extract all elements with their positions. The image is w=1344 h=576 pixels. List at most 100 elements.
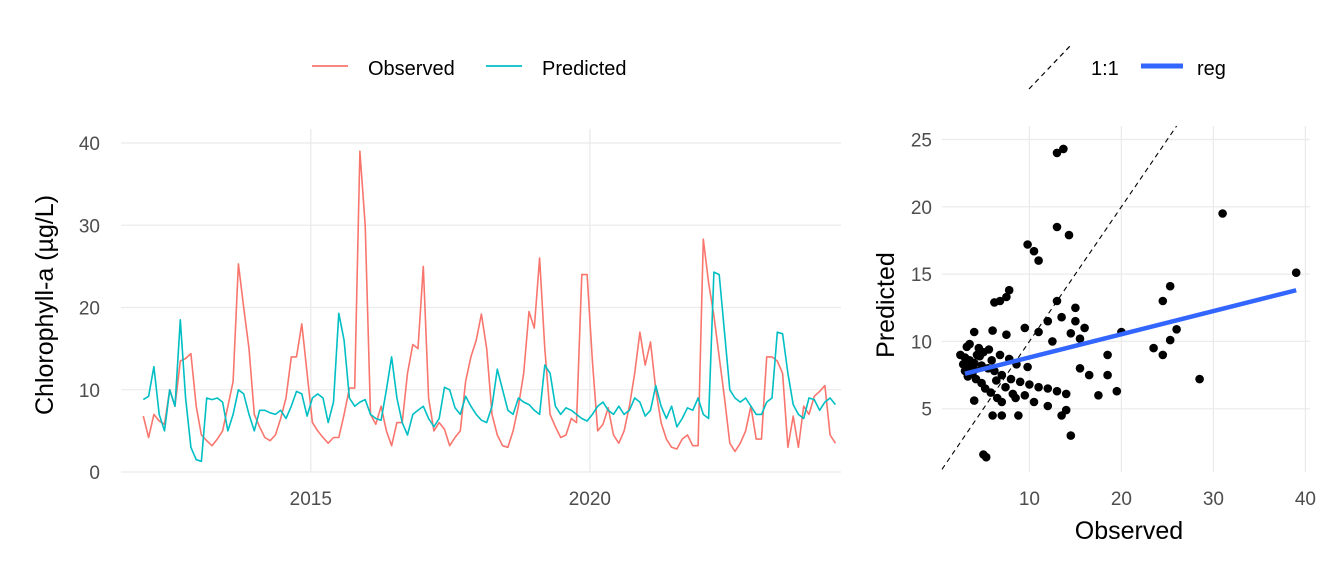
scatter-point bbox=[987, 356, 996, 365]
scatter-y-tick-label: 20 bbox=[911, 198, 932, 219]
scatter-point bbox=[1057, 411, 1066, 420]
scatter-point bbox=[1008, 389, 1018, 399]
scatter-point bbox=[1020, 391, 1030, 400]
scatter-point bbox=[1080, 323, 1089, 333]
scatter-point bbox=[1112, 386, 1122, 396]
scatter-point bbox=[990, 298, 999, 307]
scatter-point bbox=[1103, 350, 1112, 360]
timeseries-y-tick-label: 20 bbox=[79, 299, 100, 320]
scatter-y-tick-label: 15 bbox=[911, 265, 932, 286]
series-line-predicted bbox=[142, 271, 837, 463]
scatter-y-axis-title: Predicted bbox=[872, 252, 900, 358]
scatter-point bbox=[997, 397, 1007, 407]
scatter-point bbox=[975, 351, 984, 361]
legend-predicted-label: Predicted bbox=[542, 58, 627, 80]
scatter-point bbox=[1043, 316, 1053, 326]
scatter-point bbox=[1165, 335, 1175, 345]
timeseries-y-tick-label: 40 bbox=[79, 134, 100, 155]
regression-line bbox=[964, 288, 1297, 376]
timeseries-legend: Observed Predicted bbox=[312, 58, 627, 80]
scatter-x-tick-label: 10 bbox=[1019, 489, 1040, 510]
scatter-point bbox=[1034, 382, 1043, 392]
timeseries-x-tick-label: 2015 bbox=[290, 489, 332, 510]
scatter-point bbox=[1071, 316, 1080, 326]
scatter-point bbox=[988, 411, 997, 420]
timeseries-grid bbox=[121, 129, 841, 473]
scatter-point bbox=[1002, 330, 1011, 340]
timeseries-y-tick-label: 0 bbox=[89, 463, 100, 484]
scatter-point bbox=[1071, 303, 1080, 313]
scatter-point bbox=[1149, 343, 1158, 353]
scatter-point bbox=[1034, 327, 1043, 337]
scatter-point bbox=[1001, 382, 1010, 392]
scatter-point bbox=[1066, 329, 1076, 338]
scatter-point bbox=[1075, 364, 1085, 373]
scatter-point bbox=[1004, 285, 1014, 295]
scatter-point bbox=[1291, 268, 1301, 278]
scatter-x-tick-label: 20 bbox=[1111, 489, 1132, 510]
scatter-point bbox=[988, 326, 997, 335]
scatter-x-tick-label: 40 bbox=[1295, 489, 1316, 510]
scatter-point bbox=[958, 360, 968, 369]
timeseries-x-ticks: 2015 2020 bbox=[290, 489, 611, 510]
scatter-point bbox=[1064, 230, 1074, 240]
scatter-point bbox=[969, 327, 979, 337]
scatter-point bbox=[1048, 337, 1057, 346]
scatter-point bbox=[1023, 240, 1032, 249]
scatter-point bbox=[1034, 256, 1043, 265]
scatter-point bbox=[1029, 397, 1039, 407]
scatter-y-ticks: 5 10 15 20 25 bbox=[911, 130, 932, 420]
timeseries-x-tick-label: 2020 bbox=[569, 489, 611, 510]
scatter-y-tick-label: 10 bbox=[911, 332, 932, 353]
scatter-point bbox=[1014, 411, 1023, 420]
scatter-y-tick-label: 25 bbox=[911, 130, 932, 151]
timeseries-y-axis-title: Chlorophyll-a (µg/L) bbox=[31, 195, 59, 415]
scatter-point bbox=[997, 411, 1007, 420]
scatter-point bbox=[1218, 209, 1227, 218]
scatter-point bbox=[1059, 144, 1068, 154]
scatter-y-tick-label: 5 bbox=[921, 400, 932, 421]
scatter-point bbox=[1052, 296, 1062, 306]
scatter-point bbox=[1158, 350, 1168, 360]
timeseries-y-tick-label: 10 bbox=[79, 381, 100, 402]
scatter-x-tick-label: 30 bbox=[1203, 489, 1224, 510]
scatter-point bbox=[1084, 370, 1094, 380]
scatter-point bbox=[995, 350, 1005, 360]
scatter-point bbox=[1023, 362, 1032, 372]
scatter-point bbox=[962, 342, 972, 352]
scatter-point bbox=[981, 452, 991, 462]
scatter-point bbox=[1025, 380, 1034, 389]
scatter-point bbox=[986, 388, 996, 397]
scatter-point bbox=[1006, 374, 1016, 384]
timeseries-y-tick-label: 30 bbox=[79, 216, 100, 237]
scatter-point bbox=[997, 370, 1007, 380]
scatter-point bbox=[1066, 431, 1076, 440]
scatter-regression-line bbox=[964, 288, 1297, 376]
scatter-point bbox=[1165, 281, 1175, 291]
scatter-point bbox=[1094, 391, 1103, 400]
scatter-grid bbox=[942, 126, 1310, 472]
scatter-point bbox=[969, 396, 979, 405]
scatter-point bbox=[1057, 312, 1066, 322]
scatter-point bbox=[1043, 384, 1053, 393]
scatter-x-axis-title: Observed bbox=[1075, 517, 1183, 545]
scatter-point bbox=[1002, 292, 1011, 302]
scatter-point bbox=[1020, 323, 1030, 333]
timeseries-y-ticks: 0 10 20 30 40 bbox=[79, 134, 100, 484]
scatter-point bbox=[1075, 334, 1085, 344]
timeseries-series bbox=[142, 150, 837, 463]
scatter-point bbox=[1103, 370, 1112, 380]
scatter-point bbox=[1052, 148, 1062, 158]
scatter-legend: 1:1 reg bbox=[1028, 44, 1226, 90]
legend-1to1-swatch bbox=[1028, 44, 1072, 90]
scatter-point bbox=[1015, 377, 1025, 387]
scatter-point bbox=[992, 376, 1001, 385]
legend-1to1-label: 1:1 bbox=[1091, 58, 1119, 80]
series-line-observed bbox=[142, 150, 837, 453]
scatter-point bbox=[1158, 296, 1168, 306]
scatter-point bbox=[1052, 386, 1062, 396]
scatter-point bbox=[984, 345, 994, 354]
scatter-point bbox=[1195, 374, 1204, 384]
scatter-point bbox=[1172, 325, 1181, 334]
